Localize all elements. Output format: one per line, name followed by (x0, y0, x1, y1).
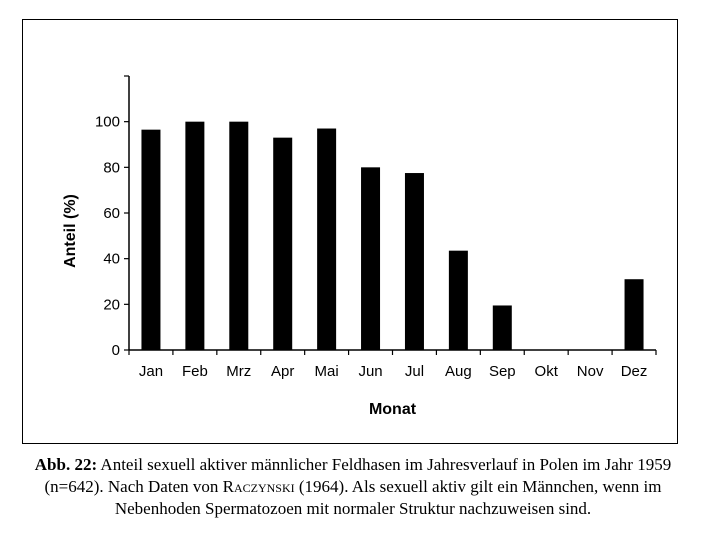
x-tick-label: Mrz (226, 363, 251, 380)
caption-author: Raczynski (222, 477, 295, 496)
bar (185, 121, 205, 351)
bar-chart: 0 20 40 60 80 100 Jan Feb Mrz Apr Mai Jun Jul Aug Sep… (62, 75, 657, 418)
bar (404, 173, 424, 350)
bar (141, 129, 161, 350)
y-tick-label: 80 (103, 159, 120, 176)
bar (229, 121, 249, 351)
x-axis-ticks (128, 350, 657, 355)
bar (492, 305, 512, 350)
x-tick-label: Mai (315, 363, 339, 380)
x-tick-label: Apr (271, 363, 294, 380)
bar (448, 250, 468, 350)
figure-caption: Abb. 22: Anteil sexuell aktiver männlich… (14, 454, 692, 520)
caption-text-end: (1964). Als sexuell aktiv gilt ein Männc… (114, 477, 662, 518)
bar (624, 279, 644, 350)
x-tick-label: Jul (405, 363, 424, 380)
x-tick-label: Jun (358, 363, 382, 380)
y-axis-ticks (124, 75, 129, 351)
bars (141, 121, 644, 351)
y-axis-title: Anteil (%) (62, 194, 79, 268)
x-tick-label: Nov (577, 363, 604, 380)
x-tick-label: Dez (621, 363, 648, 380)
x-tick-label: Jan (139, 363, 163, 380)
x-axis-tick-labels: Jan Feb Mrz Apr Mai Jun Jul Aug Sep Okt Nov Dez (139, 363, 648, 380)
caption-label: Abb. 22: (34, 455, 98, 474)
y-tick-label: 0 (112, 342, 120, 359)
caption-text-start: Anteil sexuell aktiver männlicher Feldha… (44, 455, 672, 496)
y-tick-label: 40 (103, 251, 120, 268)
x-tick-label: Okt (535, 363, 559, 380)
chart-frame: 0 20 40 60 80 100 Jan Feb Mrz Apr Mai Jun Jul Aug Sep… (22, 19, 678, 444)
bar (273, 137, 293, 350)
bar (361, 167, 381, 350)
y-tick-label: 20 (103, 296, 120, 313)
y-axis-tick-labels: 0 20 40 60 80 100 (95, 114, 120, 359)
x-tick-label: Sep (489, 363, 516, 380)
x-tick-label: Feb (182, 363, 208, 380)
x-axis-title: Monat (369, 401, 417, 418)
y-tick-label: 100 (95, 114, 120, 131)
x-tick-label: Aug (445, 363, 472, 380)
bar (317, 128, 337, 350)
y-tick-label: 60 (103, 205, 120, 222)
